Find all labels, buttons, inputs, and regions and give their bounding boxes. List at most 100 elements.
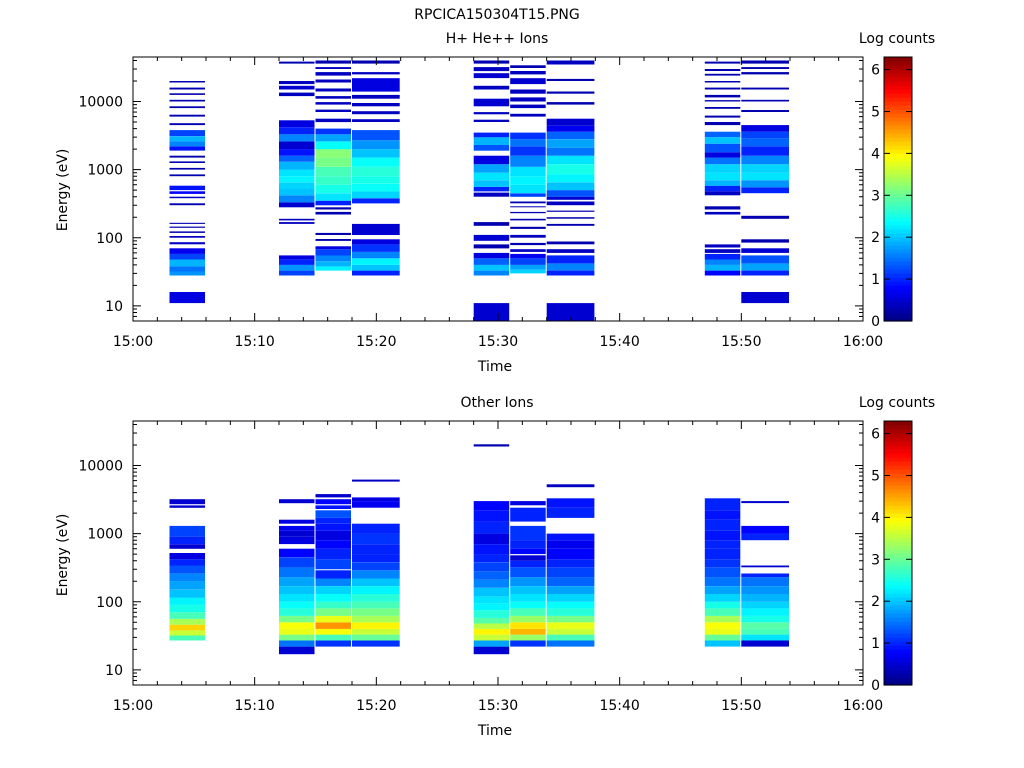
spectrogram-cell <box>510 253 546 259</box>
spectrogram-cell <box>546 60 595 65</box>
spectrogram-cell <box>473 112 510 115</box>
spectrogram-cell <box>704 69 741 71</box>
spectrogram-cell <box>704 81 741 83</box>
spectrogram-cell <box>473 258 510 265</box>
spectrogram-cell <box>169 87 205 90</box>
spectrogram-cell <box>704 540 741 549</box>
spectrogram-cell <box>546 217 595 219</box>
spectrogram-cell <box>169 544 205 549</box>
colorbar-segment <box>884 465 912 470</box>
spectrogram-cell <box>704 115 741 118</box>
spectrogram-cell <box>510 104 546 109</box>
spectrogram-cell <box>546 303 595 321</box>
colorbar-segment <box>884 489 912 494</box>
spectrogram-cell <box>315 548 351 560</box>
spectrogram-cell <box>546 594 595 602</box>
colorbar-segment <box>884 101 912 106</box>
colorbar-segment <box>884 117 912 122</box>
colorbar-segment <box>884 221 912 226</box>
spectrogram-cell <box>169 146 205 151</box>
y-axis-label: Energy (eV) <box>55 514 71 597</box>
spectrogram-cell <box>510 211 546 214</box>
spectrogram-cell <box>510 176 546 185</box>
colorbar-segment <box>884 133 912 138</box>
spectrogram-cell <box>704 519 741 531</box>
spectrogram-cell <box>169 114 205 117</box>
panel-title: Other Ions <box>460 395 533 411</box>
spectrogram-cell <box>741 525 789 534</box>
spectrogram-cell <box>704 615 741 623</box>
colorbar-segment <box>884 469 912 474</box>
spectrogram-cell <box>279 519 315 524</box>
spectrogram-cell <box>352 78 400 92</box>
spectrogram-cell <box>279 548 315 558</box>
colorbar-segment <box>884 625 912 630</box>
colorbar-segment <box>884 665 912 670</box>
spectrogram-cell <box>352 157 400 167</box>
spectrogram-cell <box>169 266 205 272</box>
spectrogram-cell <box>352 601 400 609</box>
spectrogram-cell <box>279 61 315 64</box>
spectrogram-cell <box>315 72 351 76</box>
spectrogram-cell <box>279 149 315 156</box>
spectrogram-cell <box>473 270 510 276</box>
spectrogram-cell <box>315 134 351 142</box>
colorbar-segment <box>884 177 912 182</box>
spectrogram-cell <box>473 192 510 197</box>
spectrogram-cell <box>315 570 351 579</box>
spectrogram-cell <box>473 510 510 522</box>
spectrogram-cell <box>473 264 510 271</box>
x-tick-label: 15:30 <box>478 334 518 350</box>
spectrogram-cell <box>279 189 315 196</box>
spectrogram-cell <box>741 72 789 75</box>
spectrogram-cell <box>510 113 546 117</box>
colorbar-segment <box>884 657 912 662</box>
colorbar-segment <box>884 281 912 286</box>
cells-layer <box>169 60 789 321</box>
spectrogram-cell <box>315 530 351 541</box>
spectrogram-cell <box>315 261 351 267</box>
colorbar-tick-label: 5 <box>871 468 880 484</box>
colorbar-segment <box>884 129 912 134</box>
spectrogram-cell <box>473 634 510 641</box>
x-tick-label: 15:50 <box>721 334 761 350</box>
colorbar-segment <box>884 649 912 654</box>
spectrogram-cell <box>546 155 595 165</box>
colorbar-segment <box>884 309 912 314</box>
spectrogram-cell <box>315 640 351 647</box>
x-tick-label: 16:00 <box>843 334 883 350</box>
spectrogram-cell <box>741 99 789 102</box>
colorbar-segment <box>884 661 912 666</box>
spectrogram-cell <box>704 191 741 196</box>
spectrogram-cell <box>473 60 510 64</box>
colorbar-segment <box>884 449 912 454</box>
colorbar-segment <box>884 81 912 86</box>
spectrogram-cell <box>546 125 595 132</box>
spectrogram-cell <box>510 226 546 229</box>
colorbar-segment <box>884 565 912 570</box>
spectrogram-cell <box>352 198 400 204</box>
spectrogram-cell <box>741 60 789 64</box>
spectrogram-cell <box>169 559 205 566</box>
spectrogram-cell <box>741 187 789 194</box>
colorbar-tick-label: 0 <box>871 678 880 694</box>
spectrogram-cell <box>352 497 400 502</box>
colorbar-segment <box>884 169 912 174</box>
y-tick-label: 10 <box>105 299 123 315</box>
spectrogram-cell <box>315 118 351 123</box>
x-tick-label: 15:20 <box>356 334 396 350</box>
spectrogram-cell <box>546 91 595 94</box>
spectrogram-cell <box>169 505 205 508</box>
spectrogram-cell <box>315 246 351 250</box>
spectrogram-cell <box>315 249 351 256</box>
colorbar-segment <box>884 149 912 154</box>
colorbar-segment <box>884 273 912 278</box>
colorbar-segment <box>884 609 912 614</box>
spectrogram-cell <box>279 222 315 224</box>
spectrogram-cell <box>352 533 400 545</box>
spectrogram-cell <box>169 499 205 505</box>
colorbar-tick-label: 0 <box>871 314 880 330</box>
spectrogram-cell <box>169 597 205 605</box>
spectrogram-cell <box>510 97 546 102</box>
colorbar-segment <box>884 73 912 78</box>
